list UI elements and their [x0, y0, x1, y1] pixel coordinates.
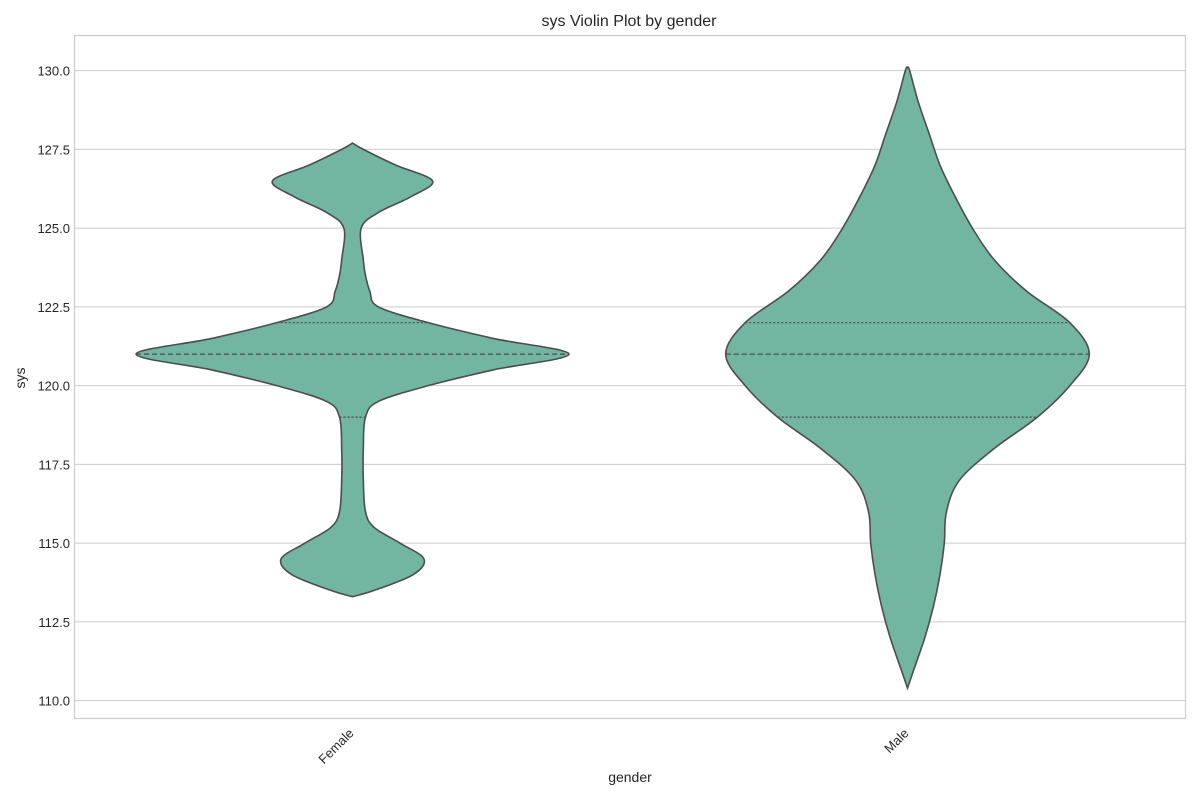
y-tick-label: 117.5: [38, 457, 70, 472]
chart-title: sys Violin Plot by gender: [542, 13, 718, 30]
y-tick-label: 115.0: [38, 536, 70, 551]
y-tick-label: 127.5: [37, 142, 70, 157]
y-tick-label: 125.0: [37, 221, 70, 236]
y-tick-label: 112.5: [38, 615, 70, 630]
x-tick-label: Male: [881, 726, 912, 757]
violin-male: [724, 66, 1091, 691]
y-tick-label: 110.0: [38, 694, 70, 709]
x-axis-label: gender: [608, 769, 652, 785]
x-tick-labels: Female Male: [315, 726, 911, 767]
gridlines: [75, 70, 1185, 702]
violin-female: [135, 142, 570, 598]
y-tick-label: 120.0: [37, 379, 70, 394]
violins: [135, 66, 1091, 691]
x-tick-label: Female: [315, 726, 356, 767]
y-tick-label: 122.5: [37, 300, 70, 315]
plot-frame: [73, 34, 1187, 720]
y-axis-label: sys: [12, 368, 28, 389]
y-tick-label: 130.0: [37, 64, 70, 79]
y-tick-labels: 110.0 112.5 115.0 117.5 120.0 122.5 125.0 127.5…: [37, 64, 70, 709]
